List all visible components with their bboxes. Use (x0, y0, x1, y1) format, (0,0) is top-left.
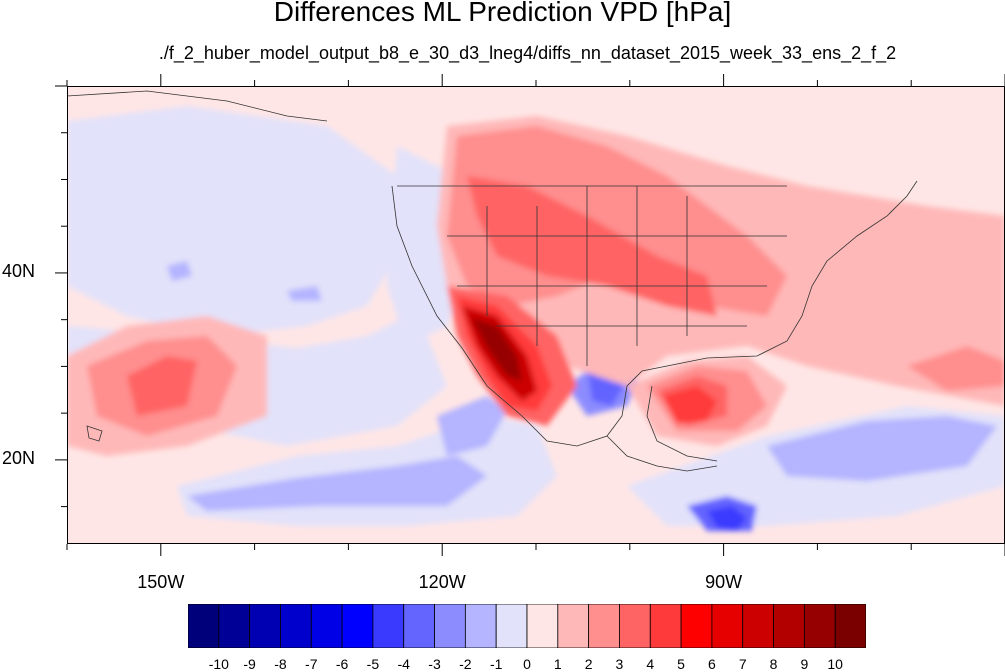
colorbar-label: 10 (827, 656, 843, 672)
colorbar-swatch (526, 603, 559, 649)
lat-label: 20N (2, 447, 36, 468)
map-subtitle: ./f_2_huber_model_output_b8_e_30_d3_lneg… (158, 43, 897, 63)
colorbar-swatch (372, 603, 405, 649)
colorbar-swatch (742, 603, 774, 649)
colorbar-label: -1 (489, 656, 503, 672)
colorbar-swatch (588, 603, 620, 649)
lat-label: 40N (2, 260, 36, 281)
colorbar-label: 8 (769, 656, 778, 672)
colorbar-label: 0 (523, 656, 531, 672)
colorbar-swatch (403, 603, 435, 649)
colorbar-swatch (619, 603, 651, 649)
colorbar-label: 4 (646, 656, 655, 672)
colorbar-swatch (249, 603, 281, 649)
colorbar-swatch (341, 603, 374, 649)
colorbar-swatch (834, 603, 867, 649)
colorbar-label: -8 (274, 656, 287, 672)
colorbar-label: -9 (243, 656, 256, 672)
colorbar-swatch (464, 603, 497, 649)
colorbar-label: -4 (397, 656, 410, 672)
colorbar-swatch (773, 603, 805, 649)
colorbar-label: -3 (428, 656, 441, 672)
colorbar-label: 3 (615, 656, 624, 672)
lon-label: 120W (418, 572, 466, 592)
colorbar-label: 2 (584, 656, 593, 672)
colorbar-swatch (680, 603, 713, 649)
colorbar-svg (187, 603, 867, 649)
difference-field (67, 86, 1005, 544)
map-title: Differences ML Prediction VPD [hPa] (273, 0, 732, 27)
lon-label: 90W (705, 572, 743, 592)
colorbar-label: 9 (800, 656, 809, 672)
colorbar-label: -7 (305, 656, 318, 672)
colorbar-swatch (711, 603, 744, 649)
colorbar-swatch (434, 603, 466, 649)
colorbar-label: -5 (366, 656, 380, 672)
colorbar-label: 5 (677, 656, 685, 672)
colorbar-swatch (495, 603, 528, 649)
colorbar (187, 603, 867, 649)
colorbar-label: -10 (208, 656, 229, 672)
colorbar-swatch (557, 603, 590, 649)
colorbar-label: 6 (708, 656, 716, 672)
colorbar-swatch (280, 603, 312, 649)
colorbar-swatch (218, 603, 251, 649)
colorbar-label: -6 (335, 656, 349, 672)
lon-label: 150W (137, 572, 185, 592)
colorbar-swatch (803, 603, 836, 649)
colorbar-label: 1 (553, 656, 562, 672)
map-panel (67, 86, 1005, 544)
colorbar-swatch (649, 603, 682, 649)
colorbar-label: 7 (738, 656, 747, 672)
colorbar-swatch (310, 603, 343, 649)
colorbar-swatch (187, 603, 220, 649)
colorbar-label: -2 (459, 656, 472, 672)
